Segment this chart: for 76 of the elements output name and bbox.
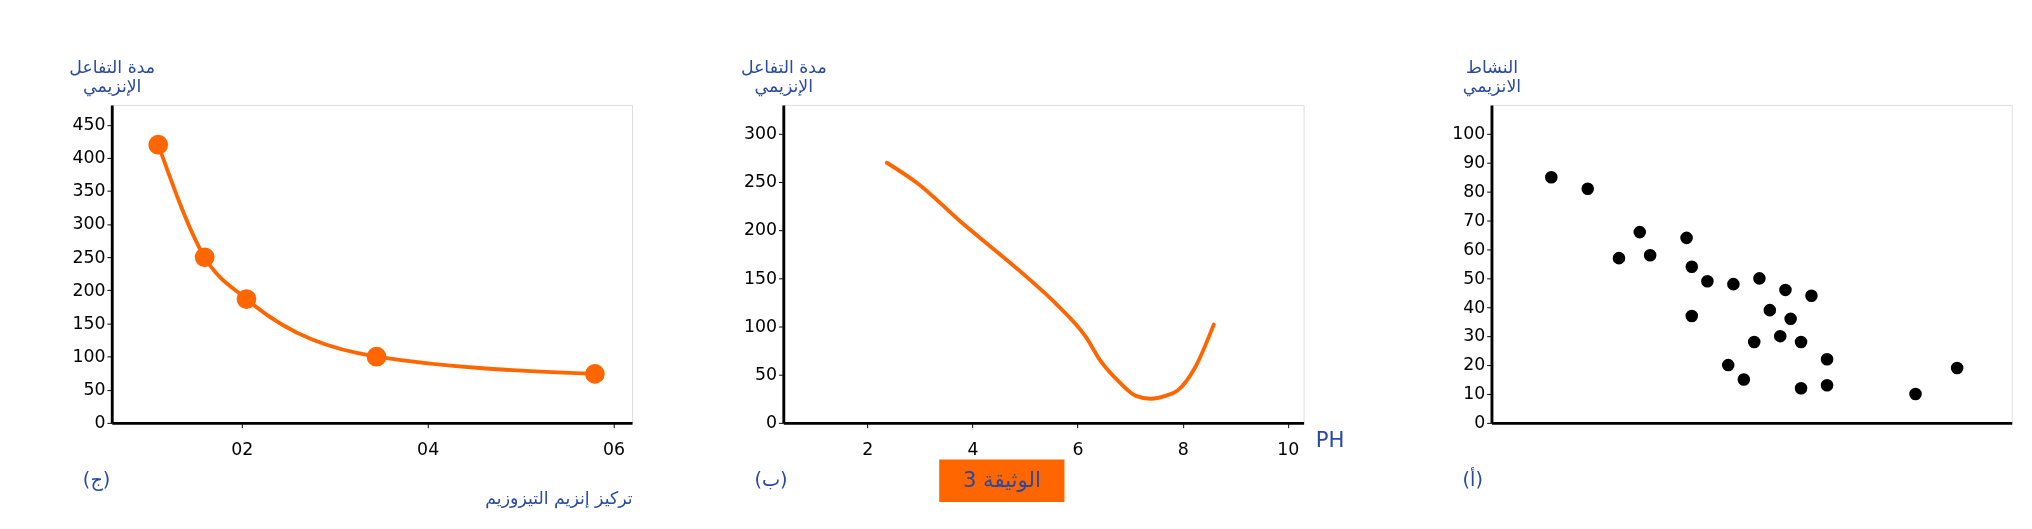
y-tick-label: 20 xyxy=(1463,354,1486,375)
y-tick-label: 100 xyxy=(743,315,778,336)
y-tick-label: 10 xyxy=(1463,383,1486,404)
y-tick-label: 40 xyxy=(1463,296,1486,317)
point xyxy=(585,364,605,384)
point xyxy=(1950,361,1964,375)
point xyxy=(1820,379,1834,392)
y-tick-label: 0 xyxy=(94,412,106,433)
y-tick-label: 60 xyxy=(1463,238,1486,259)
y-tick-label: 250 xyxy=(72,246,106,267)
y-tick-label: 30 xyxy=(1463,325,1486,346)
point xyxy=(1794,381,1808,395)
x-tick-label: 6 xyxy=(1072,439,1084,460)
point xyxy=(1685,309,1699,323)
y-tick-label: 400 xyxy=(72,147,106,168)
y-tick-label: 350 xyxy=(72,180,106,201)
y-tick-label: 90 xyxy=(1463,152,1486,173)
point xyxy=(1763,303,1777,317)
point xyxy=(1685,260,1699,274)
text: (أ) xyxy=(1462,467,1483,492)
y-tick-label: 100 xyxy=(72,345,106,366)
x-tick-label: 02 xyxy=(231,439,254,460)
point xyxy=(1747,335,1761,349)
point xyxy=(1737,373,1751,386)
y-tick-label: 300 xyxy=(743,123,778,144)
y-tick-label: 300 xyxy=(72,213,106,234)
y-tick-label: 50 xyxy=(1463,267,1486,288)
x-tick-label: 04 xyxy=(417,439,440,460)
y-tick-label: 200 xyxy=(72,279,106,300)
x-axis-title: PH xyxy=(1315,427,1345,453)
x-axis-title: تركيز إنزيم التيزوزيم xyxy=(485,488,633,510)
y-tick-label: 50 xyxy=(754,364,778,385)
x-tick-label: 06 xyxy=(602,439,625,460)
y-tick-label: 80 xyxy=(1463,180,1486,201)
point xyxy=(1779,283,1792,297)
y-tick-label: 100 xyxy=(1452,123,1486,144)
point xyxy=(366,346,387,367)
point xyxy=(1784,312,1797,326)
point xyxy=(1753,272,1766,285)
point xyxy=(1909,387,1922,401)
point xyxy=(1721,358,1735,372)
y-tick-label: 200 xyxy=(743,219,778,240)
point xyxy=(194,247,215,268)
y-tick-label: 50 xyxy=(83,379,106,400)
y-tick-label: 0 xyxy=(1474,412,1486,433)
point xyxy=(1643,248,1657,262)
point xyxy=(1773,329,1787,343)
point xyxy=(1680,231,1693,245)
y-axis-title: النشاط الانزيمي xyxy=(1462,56,1522,97)
line-series xyxy=(884,160,1216,401)
y-tick-label: 70 xyxy=(1463,209,1486,230)
point xyxy=(1794,335,1808,349)
text: الوثيقة 3 xyxy=(962,467,1041,493)
y-tick-label: 150 xyxy=(743,267,778,288)
point xyxy=(1612,251,1626,265)
y-tick-label: 450 xyxy=(72,114,106,135)
point xyxy=(1701,274,1714,288)
text: (ج) xyxy=(82,468,111,492)
y-axis-title: مدة التفاعل الإنزيمي xyxy=(69,56,156,97)
y-tick-label: 250 xyxy=(743,171,778,192)
x-tick-label: 10 xyxy=(1277,439,1300,460)
y-tick-label: 150 xyxy=(72,312,106,333)
y-tick-label: 0 xyxy=(766,412,778,433)
point xyxy=(1805,289,1818,302)
point xyxy=(1633,225,1647,239)
point xyxy=(1581,182,1595,196)
x-tick-label: 8 xyxy=(1177,439,1189,460)
point xyxy=(236,289,257,309)
point xyxy=(148,134,169,155)
text: (ب) xyxy=(754,468,788,492)
point xyxy=(1727,277,1740,291)
point xyxy=(1820,353,1834,366)
x-tick-label: 4 xyxy=(967,439,979,460)
point xyxy=(1545,170,1558,184)
x-tick-label: 2 xyxy=(862,439,874,460)
y-axis-title: مدة التفاعل الإنزيمي xyxy=(740,56,827,97)
